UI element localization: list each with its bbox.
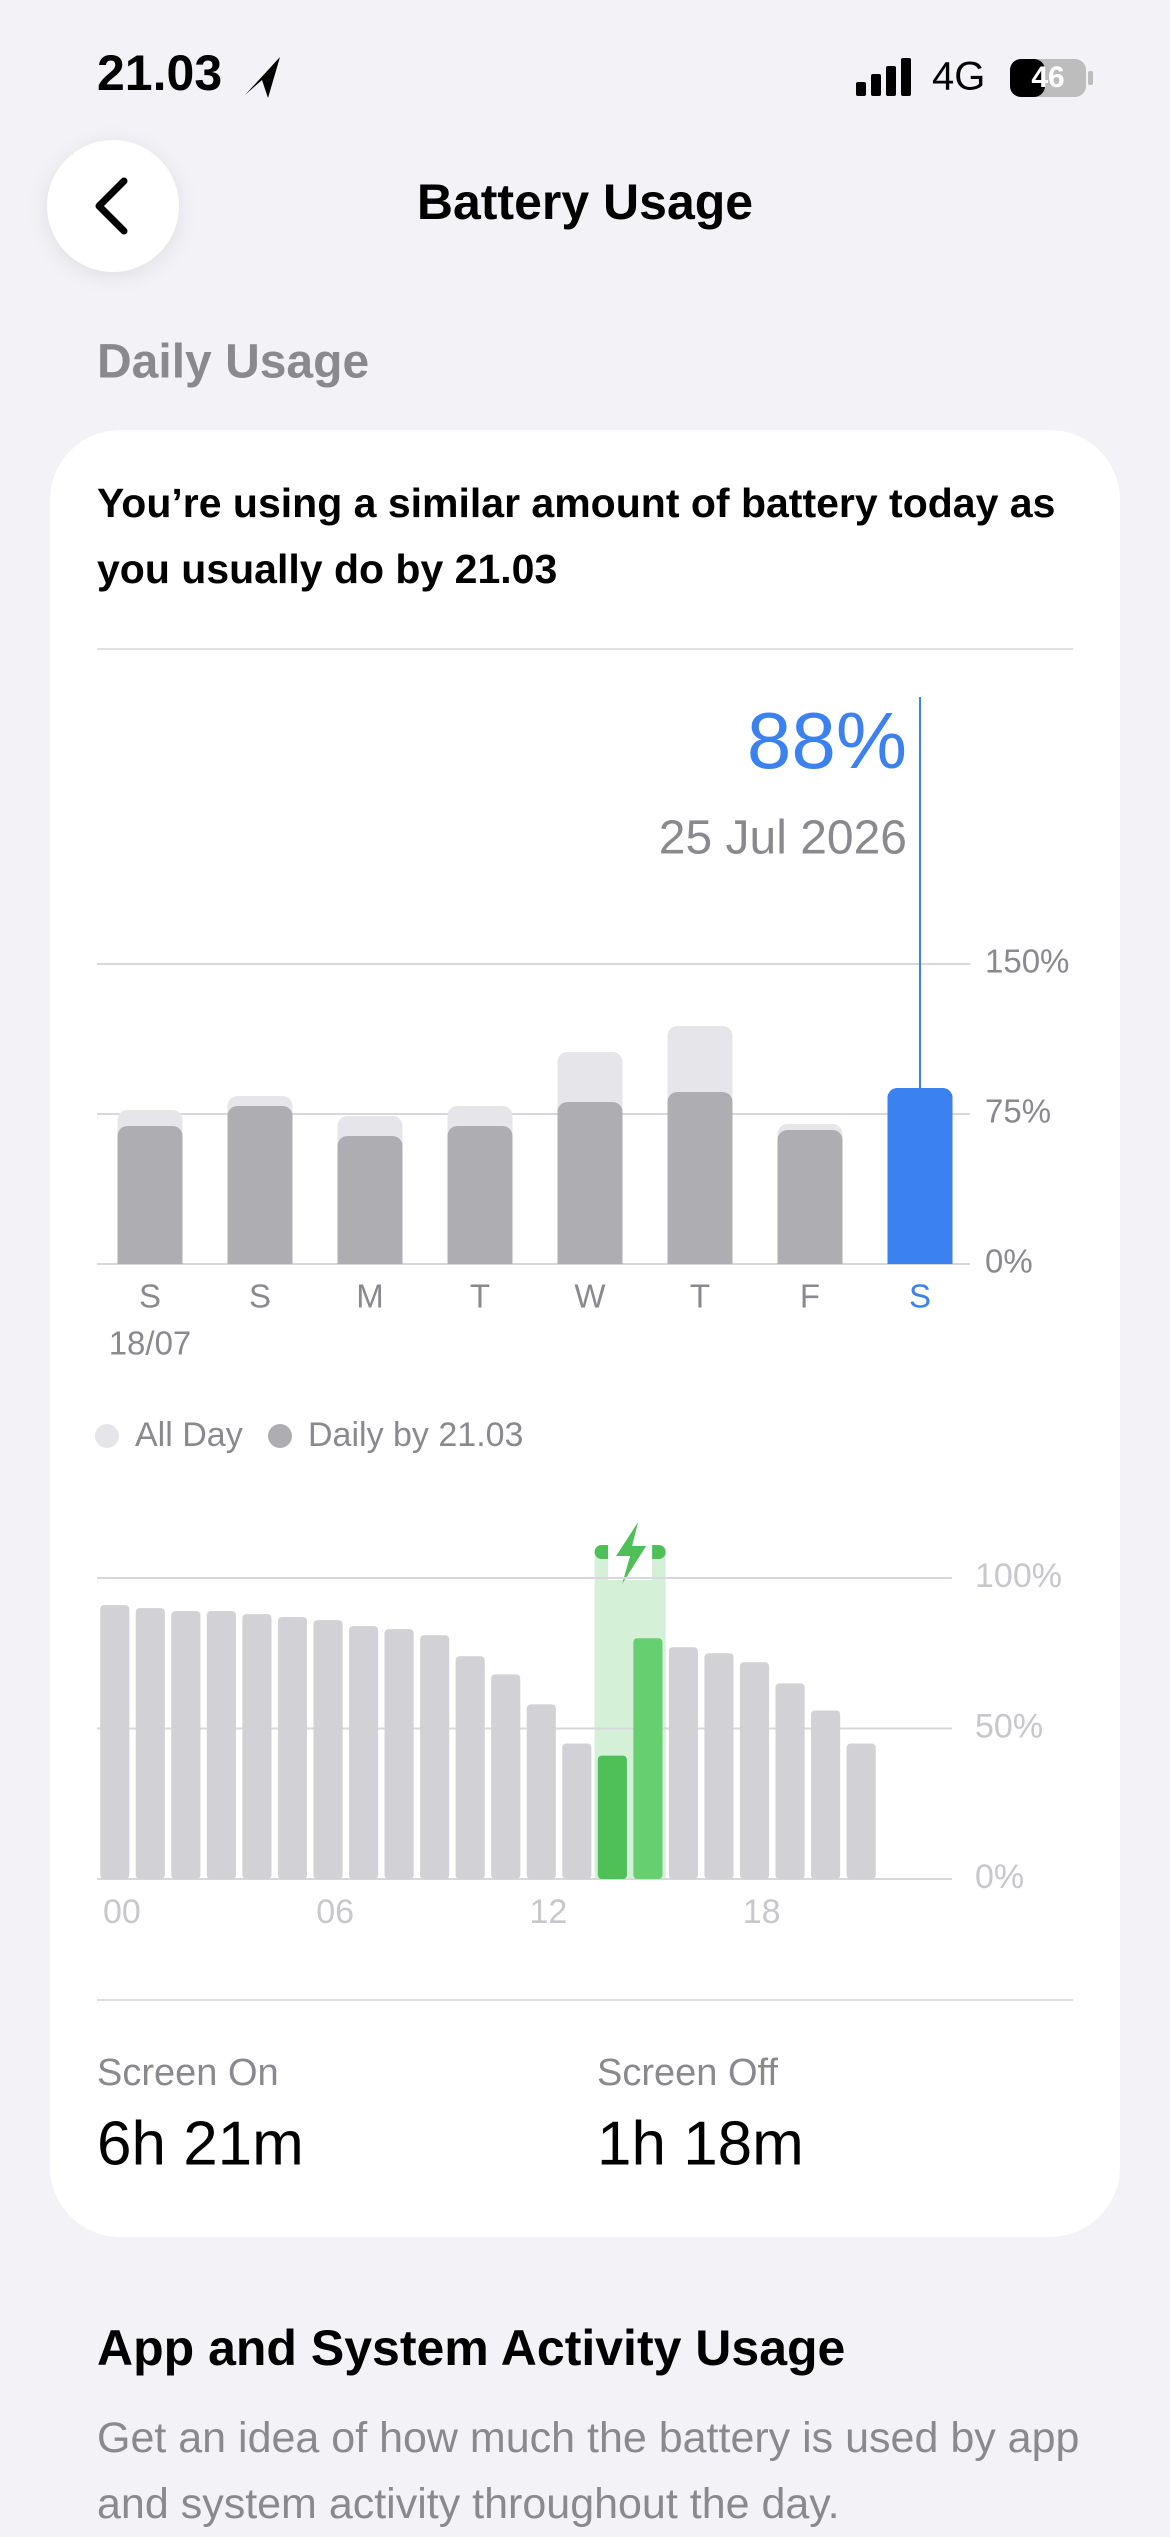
- network-label: 4G: [932, 55, 985, 99]
- bar: [887, 1088, 953, 1264]
- bar: [846, 1743, 876, 1879]
- x-tick-label: S: [249, 1278, 271, 1315]
- legend-swatch: [95, 1424, 119, 1448]
- bar: [811, 1710, 841, 1879]
- bar: [348, 1626, 379, 1879]
- section-title: Daily Usage: [97, 336, 369, 389]
- footer-title: App and System Activity Usage: [97, 2320, 845, 2376]
- x-tick-label: S: [909, 1278, 931, 1315]
- legend-label: All Day: [135, 1416, 243, 1454]
- bar: [526, 1704, 556, 1879]
- bar-base: [777, 1254, 843, 1264]
- bar: [557, 1102, 623, 1264]
- status-time: 21.03: [97, 45, 222, 101]
- bar: [775, 1683, 805, 1879]
- x-tick-label: T: [690, 1278, 710, 1315]
- bar: [420, 1635, 450, 1879]
- x-tick-label: W: [574, 1278, 606, 1315]
- x-tick-label: 00: [103, 1893, 141, 1931]
- bar: [100, 1605, 130, 1879]
- bar: [171, 1611, 201, 1879]
- signal-icon: [856, 58, 911, 96]
- back-icon: [95, 177, 128, 235]
- x-tick-sublabel: 18/07: [109, 1325, 192, 1362]
- value-label: 88%: [747, 696, 907, 785]
- bar-base: [667, 1254, 733, 1264]
- x-tick-label: 18: [743, 1893, 781, 1931]
- bar: [777, 1130, 843, 1264]
- bar: [491, 1674, 521, 1879]
- legend-label: Daily by 21.03: [308, 1416, 523, 1454]
- y-tick-label: 0%: [975, 1858, 1024, 1896]
- stat-label: Screen Off: [597, 2052, 778, 2094]
- bar: [242, 1614, 272, 1879]
- y-tick-label: 75%: [985, 1093, 1051, 1130]
- bar-base: [337, 1254, 403, 1264]
- x-tick-label: 06: [316, 1893, 354, 1931]
- page-title: Battery Usage: [417, 174, 753, 230]
- y-tick-label: 0%: [985, 1243, 1033, 1280]
- x-tick-label: M: [356, 1278, 384, 1315]
- stat-label: Screen On: [97, 2052, 279, 2094]
- bar: [117, 1126, 183, 1264]
- bar-base: [557, 1254, 623, 1264]
- bar: [455, 1656, 485, 1879]
- location-icon: [245, 57, 280, 98]
- legend-swatch: [268, 1424, 292, 1448]
- bar: [447, 1126, 513, 1264]
- bar-base: [117, 1254, 183, 1264]
- bar: [597, 1755, 627, 1879]
- bar: [562, 1743, 592, 1879]
- bar: [337, 1136, 403, 1264]
- battery-label: 46: [1031, 61, 1064, 94]
- bar: [227, 1106, 293, 1264]
- y-tick-label: 150%: [985, 943, 1069, 980]
- bar: [206, 1611, 236, 1879]
- annotation: 25 Jul 2026: [659, 812, 907, 865]
- bar-base: [447, 1254, 513, 1264]
- y-tick-label: 50%: [975, 1707, 1043, 1745]
- card: [50, 430, 1120, 2237]
- stat-value: 1h 18m: [597, 2109, 804, 2178]
- x-tick-label: S: [139, 1278, 161, 1315]
- bar: [313, 1620, 343, 1879]
- back-button[interactable]: [47, 140, 179, 272]
- bar: [277, 1617, 308, 1879]
- stat-value: 6h 21m: [97, 2109, 304, 2178]
- charging-icon: [616, 1522, 647, 1584]
- bar: [135, 1608, 165, 1879]
- x-tick-label: T: [470, 1278, 490, 1315]
- y-tick-label: 100%: [975, 1557, 1062, 1595]
- bar-base: [887, 1254, 953, 1264]
- bar: [668, 1647, 699, 1879]
- bar-base: [227, 1254, 293, 1264]
- headline: You’re using a similar amount of battery…: [97, 480, 1056, 592]
- battery-level: [1010, 59, 1045, 97]
- bar: [739, 1662, 770, 1879]
- bar: [384, 1629, 414, 1879]
- bar: [704, 1653, 734, 1879]
- battery-tip: [1088, 71, 1093, 85]
- x-tick-label: 12: [530, 1893, 568, 1931]
- x-tick-label: F: [800, 1278, 820, 1315]
- bar: [633, 1638, 663, 1879]
- footer-text: Get an idea of how much the battery is u…: [97, 2414, 1080, 2528]
- bar: [667, 1092, 733, 1264]
